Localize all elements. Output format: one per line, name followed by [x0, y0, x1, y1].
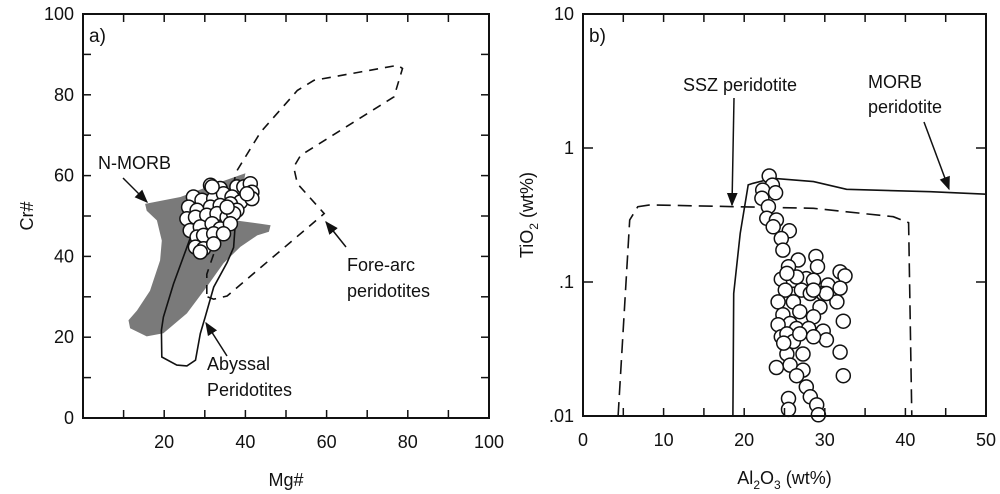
- data-point: [779, 265, 795, 282]
- x-tick-label: 40: [235, 432, 255, 452]
- data-point: [788, 367, 805, 384]
- x-tick-label: 30: [815, 430, 835, 450]
- data-point: [832, 280, 848, 296]
- arrow-ssz: [726, 97, 738, 207]
- x-tick-label: 80: [398, 432, 418, 452]
- arrow-morb: [923, 121, 950, 191]
- y-tick-label: 100: [44, 4, 74, 24]
- panel-label: a): [89, 26, 106, 47]
- x-tick-label: 60: [317, 432, 337, 452]
- data-point: [810, 407, 827, 423]
- panel-label: b): [589, 26, 606, 47]
- arrow-fore-arc: [325, 220, 347, 248]
- arrow-n-morb: [122, 177, 148, 203]
- annotation-ssz: SSZ peridotite: [683, 75, 797, 95]
- annotation-morb-2: peridotite: [868, 97, 942, 117]
- y-tick-label: 10: [554, 4, 574, 24]
- plot-frame: [82, 13, 490, 419]
- y-tick-label: 60: [54, 166, 74, 186]
- data-point: [239, 186, 255, 202]
- data-point: [780, 401, 797, 418]
- field-ssz-peridotite: [617, 204, 913, 417]
- x-tick-label: 100: [474, 432, 504, 452]
- x-tick-label: 20: [154, 432, 174, 452]
- data-point: [767, 185, 784, 201]
- data-point: [775, 335, 792, 351]
- data-point: [215, 226, 232, 242]
- data-point: [829, 294, 845, 310]
- data-point: [809, 258, 826, 275]
- y-tick-label: .1: [559, 272, 574, 292]
- annotation-fore-arc: Fore-arc: [347, 255, 415, 275]
- data-point: [805, 282, 822, 298]
- data-point: [835, 313, 852, 329]
- data-point: [205, 236, 222, 252]
- annotation-n-morb: N-MORB: [98, 153, 171, 173]
- x-tick-label: 40: [895, 430, 915, 450]
- x-tick-label: 0: [578, 430, 588, 450]
- y-tick-label: .01: [549, 406, 574, 426]
- data-point: [777, 282, 794, 298]
- y-tick-label: 20: [54, 327, 74, 347]
- y-tick-label: 1: [564, 138, 574, 158]
- data-point: [818, 332, 835, 348]
- data-point: [795, 346, 811, 362]
- x-tick-label: 20: [734, 430, 754, 450]
- annotation-abyssal: Abyssal: [207, 354, 270, 374]
- y-axis-label: Cr#: [17, 201, 37, 230]
- data-point: [775, 242, 791, 258]
- data-point: [765, 219, 781, 235]
- data-point: [770, 294, 786, 310]
- data-point: [835, 367, 852, 384]
- arrow-abyssal: [205, 321, 228, 357]
- data-point: [768, 359, 785, 376]
- data-point: [818, 285, 835, 302]
- data-point: [792, 303, 808, 320]
- data-point: [204, 179, 220, 195]
- panel-b-al2o3-vs-tio2: 0 10 20 30 40 50 .01 .1 1 10 b) Al2O3 (wt%) TiO2 (wt…: [517, 4, 996, 492]
- y-tick-label: 80: [54, 85, 74, 105]
- data-point: [805, 329, 822, 345]
- annotation-morb: MORB: [868, 72, 922, 92]
- y-tick-label: 0: [64, 408, 74, 428]
- annotation-fore-arc-2: peridotites: [347, 281, 430, 301]
- data-point: [219, 199, 235, 215]
- x-tick-label: 50: [976, 430, 996, 450]
- data-point: [792, 326, 808, 342]
- y-axis-label: TiO2 (wt%): [517, 172, 541, 258]
- panel-a-mg-vs-cr: 20 40 60 80 100 0 20 40 60 80 100 a) Mg# Cr#: [17, 4, 504, 490]
- x-axis-label: Al2O3 (wt%): [737, 468, 831, 492]
- data-point: [192, 244, 209, 260]
- annotation-abyssal-2: Peridotites: [207, 380, 292, 400]
- data-point: [832, 344, 848, 360]
- x-axis-label: Mg#: [268, 470, 303, 490]
- y-tick-label: 40: [54, 246, 74, 266]
- x-tick-label: 10: [654, 430, 674, 450]
